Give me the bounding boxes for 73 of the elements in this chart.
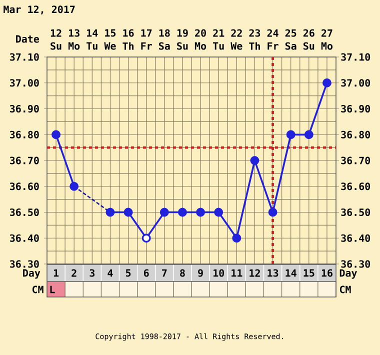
text: CM: [32, 286, 44, 294]
text: Day: [23, 269, 40, 279]
text: Su: [177, 42, 188, 50]
y-tick-label: 36.60: [10, 182, 39, 190]
x-tick-label: 16: [123, 29, 134, 37]
x-tick-label: 13: [68, 29, 80, 37]
x-tick-label: 14: [87, 29, 98, 37]
x-tick-label: 24: [267, 29, 278, 37]
text: L: [50, 286, 55, 294]
x2-tick-label: 3: [90, 269, 95, 277]
x-tick-label: 22: [231, 29, 242, 37]
x-tick-label: 17: [141, 29, 152, 37]
text: Tu: [86, 42, 98, 50]
x-tick-label: 12: [50, 29, 62, 37]
y-tick-label: 36.40: [10, 234, 39, 242]
text: Fr: [268, 42, 278, 50]
y2-tick-label: 36.50: [341, 208, 370, 216]
text: We: [104, 42, 116, 50]
x-tick-label: 26: [303, 29, 314, 37]
x-tick-label: 15: [105, 29, 116, 37]
x2-tick-label: 9: [198, 269, 203, 277]
text: Sa: [285, 42, 296, 50]
x-tick-label: 20: [195, 29, 206, 37]
x2-tick-label: 10: [214, 269, 224, 277]
x2-tick-label: 8: [180, 269, 185, 277]
text: Su: [50, 42, 62, 50]
x2-tick-label: 15: [304, 269, 314, 277]
x2-tick-label: 11: [232, 269, 242, 277]
x2-tick-label: 14: [286, 269, 296, 277]
x2-axis-title: Day: [340, 269, 357, 279]
y2-tick-label: 36.60: [341, 182, 370, 190]
text: Mo: [194, 42, 206, 50]
y-tick-label: 36.90: [10, 104, 39, 113]
y-tick-label: 36.50: [10, 208, 39, 216]
y2-tick-label: 37.00: [341, 79, 370, 87]
text: Mo: [321, 42, 333, 50]
x-tick-label: 21: [213, 29, 224, 37]
text: Su: [304, 42, 314, 50]
y2-tick-label: 36.80: [341, 130, 370, 138]
text: Th: [122, 42, 134, 50]
x2-tick-label: 1: [54, 269, 59, 277]
x2-tick-label: 16: [322, 269, 332, 277]
y-tick-label: 36.80: [10, 130, 39, 138]
y-tick-label: 37.10: [10, 53, 39, 61]
x-tick-label: 23: [249, 29, 260, 37]
y2-tick-label: 36.90: [341, 104, 370, 113]
y-tick-label: 36.70: [10, 156, 39, 164]
x-tick-label: 27: [322, 29, 332, 37]
text: We: [230, 42, 242, 50]
text: Th: [249, 42, 260, 50]
x-tick-label: 19: [177, 29, 188, 37]
x2-tick-label: 7: [162, 269, 167, 277]
y2-tick-label: 36.30: [341, 260, 370, 268]
y2-tick-label: 37.10: [341, 53, 370, 61]
text: Fr: [141, 42, 152, 50]
x2-tick-label: 2: [72, 269, 76, 277]
x2-tick-label: 4: [108, 269, 113, 277]
y-tick-label: 36.30: [10, 260, 39, 268]
text: Sa: [159, 42, 170, 50]
x2-tick-label: 6: [144, 269, 149, 277]
x-axis-title: Date: [16, 35, 40, 43]
chart-title: Mar 12, 2017: [4, 6, 75, 14]
x-tick-label: 25: [285, 29, 296, 37]
text: Mo: [68, 42, 80, 50]
x2-tick-label: 12: [250, 269, 260, 277]
text: CM: [340, 286, 351, 294]
x2-tick-label: 13: [268, 269, 278, 277]
text: Tu: [213, 42, 224, 50]
y-tick-label: 37.00: [10, 79, 39, 87]
y2-tick-label: 36.40: [341, 234, 370, 242]
x2-tick-label: 5: [126, 269, 131, 277]
x-tick-label: 18: [159, 29, 170, 37]
y2-tick-label: 36.70: [341, 156, 370, 164]
